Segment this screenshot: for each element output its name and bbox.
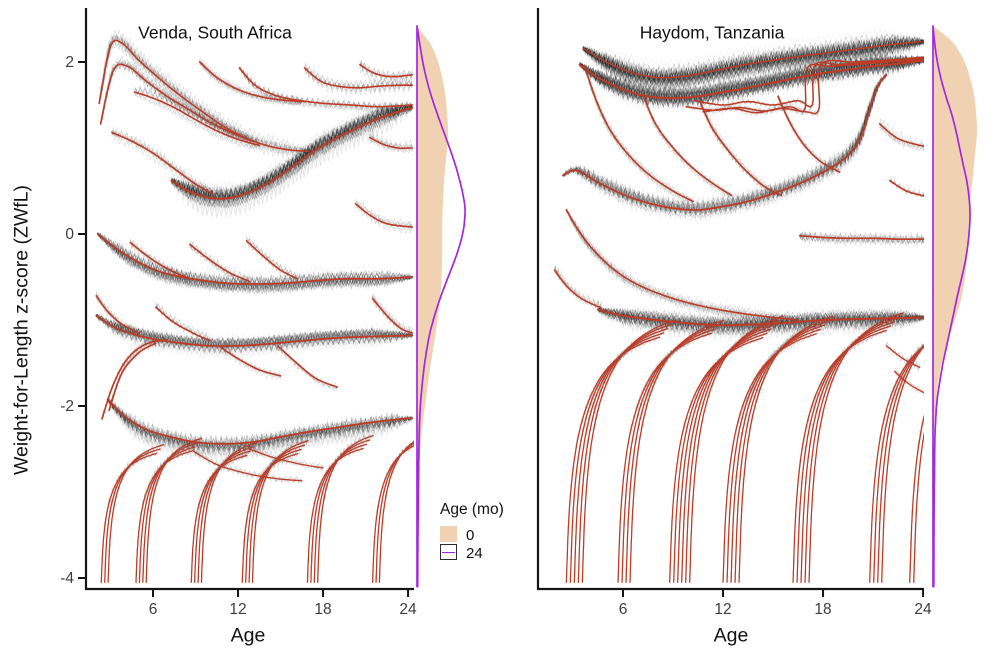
y-tick-label: -4 <box>60 570 74 587</box>
legend-swatch-age0 <box>440 526 457 542</box>
density-strip-0 <box>416 25 466 588</box>
y-tick-label: 2 <box>65 54 74 71</box>
legend-title: Age (mo) <box>440 501 504 518</box>
density-strip-1 <box>932 25 977 588</box>
axes: 2 0 -2 -4 6 12 18 24 6 12 18 24 <box>60 8 932 618</box>
x-axis-title-right: Age <box>713 624 749 647</box>
legend-label-age24: 24 <box>466 545 483 562</box>
y-tick-label: -2 <box>60 398 74 415</box>
legend-line-icon <box>442 552 455 553</box>
panel-title-haydom: Haydom, Tanzania <box>639 22 785 43</box>
x-tick-label: 6 <box>619 601 628 618</box>
panel-1-trajectories <box>553 27 924 584</box>
y-tick-label: 0 <box>65 226 74 243</box>
x-tick-label: 24 <box>399 601 417 618</box>
x-tick-label: 12 <box>714 601 731 618</box>
panel-title-venda: Venda, South Africa <box>138 22 292 43</box>
x-axis-title-left: Age <box>230 624 266 647</box>
x-tick-label: 18 <box>814 601 831 618</box>
y-axis-title: Weight-for-Length z-score (ZWfL) <box>10 184 33 476</box>
x-tick-label: 24 <box>914 601 932 618</box>
legend-swatch-age24 <box>440 544 457 560</box>
x-tick-label: 12 <box>229 601 246 618</box>
x-tick-label: 6 <box>149 601 158 618</box>
x-tick-label: 18 <box>314 601 331 618</box>
legend-label-age0: 0 <box>466 527 475 544</box>
panel-0-trajectories <box>95 29 414 585</box>
